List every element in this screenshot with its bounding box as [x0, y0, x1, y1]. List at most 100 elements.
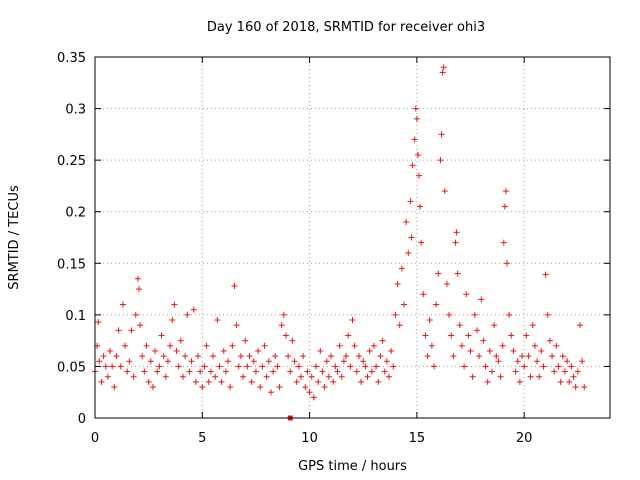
data-point: [482, 363, 489, 370]
data-point: [557, 378, 564, 385]
data-point: [154, 368, 161, 375]
data-point: [428, 342, 435, 349]
data-point: [373, 363, 380, 370]
data-point: [396, 322, 403, 329]
data-point: [360, 358, 367, 365]
data-point: [197, 368, 204, 375]
data-point: [158, 332, 165, 339]
data-point: [516, 378, 523, 385]
data-point: [347, 363, 354, 370]
data-point: [199, 384, 206, 391]
data-point: [302, 384, 309, 391]
data-point: [278, 322, 285, 329]
data-point: [408, 234, 415, 241]
data-point: [188, 358, 195, 365]
data-point: [257, 384, 264, 391]
data-point: [414, 151, 421, 158]
y-axis-label: SRMTID / TECUs: [7, 185, 22, 290]
data-point: [132, 311, 139, 318]
data-point: [128, 327, 135, 334]
data-point: [263, 373, 270, 380]
data-point: [467, 347, 474, 354]
data-point: [581, 384, 588, 391]
data-point: [323, 358, 330, 365]
data-point: [385, 373, 392, 380]
data-point: [111, 384, 118, 391]
data-point: [285, 353, 292, 360]
data-point: [412, 105, 419, 112]
data-point: [534, 358, 541, 365]
data-point: [362, 363, 369, 370]
data-point: [446, 311, 453, 318]
data-point: [130, 373, 137, 380]
data-point: [383, 358, 390, 365]
data-point: [280, 311, 287, 318]
data-point: [500, 239, 507, 246]
data-point: [107, 347, 114, 354]
data-point: [351, 342, 358, 349]
data-point: [418, 239, 425, 246]
data-point: [450, 353, 457, 360]
data-point: [334, 368, 341, 375]
y-tick-labels: 0 0.05 0.1 0.15 0.2 0.25 0.3 0.35: [57, 51, 86, 427]
data-point: [126, 358, 133, 365]
data-point: [338, 373, 345, 380]
data-point: [248, 378, 255, 385]
data-point: [295, 363, 302, 370]
data-point: [231, 282, 238, 289]
data-point: [388, 347, 395, 354]
data-point: [506, 311, 513, 318]
data-point: [502, 188, 509, 195]
data-point: [182, 353, 189, 360]
data-point: [95, 319, 102, 326]
data-point: [355, 353, 362, 360]
data-point: [237, 353, 244, 360]
data-point: [274, 363, 281, 370]
data-point: [310, 394, 317, 401]
data-point: [214, 317, 221, 324]
data-point: [109, 363, 116, 370]
data-point: [463, 291, 470, 298]
y-tick-label: 0: [78, 412, 86, 427]
data-point: [542, 271, 549, 278]
x-tick-label: 15: [409, 431, 426, 446]
data-point: [469, 373, 476, 380]
data-point: [549, 353, 556, 360]
data-point: [315, 378, 322, 385]
data-point: [332, 363, 339, 370]
data-point: [527, 373, 534, 380]
data-point: [379, 337, 386, 344]
data-point: [135, 286, 142, 293]
data-point: [102, 363, 109, 370]
data-point: [143, 342, 150, 349]
data-point: [306, 389, 313, 396]
data-point: [160, 353, 167, 360]
data-point: [390, 363, 397, 370]
data-point: [218, 378, 225, 385]
data-point: [572, 384, 579, 391]
data-point: [175, 363, 182, 370]
data-point: [272, 353, 279, 360]
data-point: [145, 378, 152, 385]
data-point: [207, 368, 214, 375]
data-point: [149, 384, 156, 391]
data-point: [336, 342, 343, 349]
data-point: [139, 353, 146, 360]
data-point: [186, 368, 193, 375]
data-point: [255, 347, 262, 354]
data-point: [201, 363, 208, 370]
data-point: [473, 327, 480, 334]
data-point: [179, 373, 186, 380]
data-point: [225, 358, 232, 365]
y-tick-label: 0.1: [65, 309, 86, 324]
data-point: [220, 347, 227, 354]
data-point: [416, 172, 423, 179]
data-point: [497, 373, 504, 380]
data-point: [250, 358, 257, 365]
data-point: [240, 373, 247, 380]
data-point: [493, 353, 500, 360]
plot-frame: [94, 56, 611, 419]
data-point: [501, 203, 508, 210]
data-point: [514, 358, 521, 365]
data-point: [407, 198, 414, 205]
